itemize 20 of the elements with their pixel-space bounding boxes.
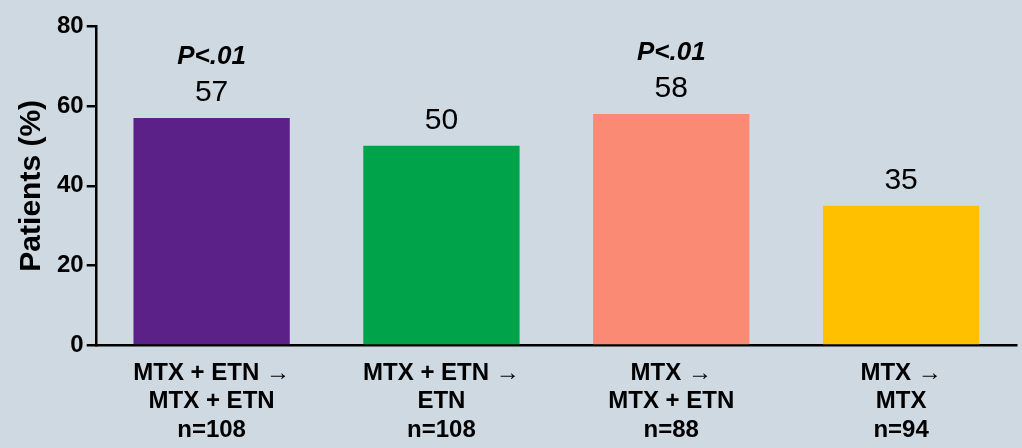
x-tick-label: MTX + ETN → MTX + ETN n=108 <box>133 357 290 443</box>
data-label: 35 <box>884 162 918 196</box>
y-axis-title: Patients (%) <box>13 99 47 272</box>
bar <box>363 145 520 345</box>
data-label: 58 <box>654 70 688 104</box>
y-tick-label: 20 <box>56 250 84 278</box>
y-tick-label: 0 <box>70 330 84 358</box>
x-tick-label: MTX + ETN → ETN n=108 <box>363 357 520 443</box>
bar <box>822 205 980 345</box>
annotation: P<.01 <box>636 36 706 67</box>
bar <box>133 117 290 345</box>
data-label: 57 <box>194 74 229 108</box>
data-label: 50 <box>424 102 459 136</box>
y-tick-label: 80 <box>56 10 84 38</box>
bar <box>593 113 750 345</box>
y-tick-label: 60 <box>56 90 84 118</box>
annotation: P<.01 <box>177 40 246 71</box>
y-tick-label: 40 <box>56 170 84 198</box>
x-tick-label: MTX → MTX + ETN n=88 <box>608 357 735 443</box>
x-tick-label: MTX → MTX n=94 <box>860 357 942 443</box>
